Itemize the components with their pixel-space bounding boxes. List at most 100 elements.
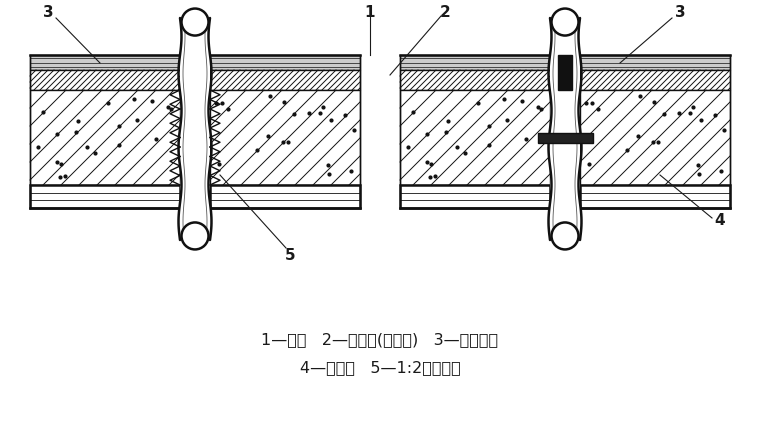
Bar <box>210 185 360 208</box>
Point <box>81 143 93 150</box>
Point <box>442 117 454 124</box>
Bar <box>180 18 210 240</box>
Bar <box>580 55 730 70</box>
Point <box>214 161 226 168</box>
Point <box>483 142 496 149</box>
Point <box>584 161 596 168</box>
Point <box>402 143 414 150</box>
Point <box>407 109 420 116</box>
Point <box>635 92 647 99</box>
Point <box>339 112 351 119</box>
Point <box>90 150 102 157</box>
Point <box>648 98 660 105</box>
Bar <box>168 90 180 185</box>
Point <box>37 109 49 116</box>
Circle shape <box>552 223 578 250</box>
Point <box>145 97 157 104</box>
Point <box>323 170 335 177</box>
Point <box>632 132 644 139</box>
Point <box>621 146 633 153</box>
Point <box>585 100 597 107</box>
Point <box>325 116 337 123</box>
Point <box>288 110 300 117</box>
Bar <box>400 70 550 90</box>
Point <box>717 127 730 134</box>
Point <box>535 106 547 113</box>
Point <box>498 95 510 102</box>
Bar <box>580 185 730 208</box>
Bar <box>550 18 580 240</box>
Point <box>264 92 277 99</box>
Point <box>515 97 527 104</box>
Point <box>483 123 495 130</box>
Bar <box>400 55 550 70</box>
Bar <box>30 55 180 70</box>
Bar <box>210 55 360 70</box>
Point <box>673 110 686 116</box>
Circle shape <box>552 9 578 36</box>
Point <box>103 100 115 107</box>
Point <box>459 150 471 157</box>
Bar <box>210 90 360 185</box>
Point <box>55 160 67 167</box>
Point <box>652 139 664 146</box>
Point <box>693 170 705 177</box>
Point <box>32 143 44 150</box>
Text: 3: 3 <box>675 5 686 20</box>
Point <box>131 116 144 123</box>
Point <box>162 104 174 110</box>
Point <box>473 100 485 107</box>
Point <box>303 110 315 116</box>
Point <box>715 168 727 175</box>
Bar <box>580 70 730 90</box>
Point <box>165 106 177 113</box>
Point <box>658 110 670 117</box>
Point <box>709 112 721 119</box>
Bar <box>580 90 730 185</box>
Circle shape <box>182 223 208 250</box>
Point <box>51 158 63 165</box>
Point <box>520 135 532 142</box>
Point <box>592 106 604 113</box>
Point <box>451 143 464 150</box>
Point <box>222 106 234 113</box>
Point <box>440 129 452 136</box>
Point <box>210 100 222 107</box>
Point <box>71 117 84 124</box>
Point <box>261 132 274 139</box>
Point <box>687 104 699 111</box>
Point <box>113 142 125 149</box>
Point <box>532 104 544 110</box>
Point <box>429 172 441 179</box>
Bar <box>400 185 550 208</box>
Bar <box>210 70 360 90</box>
Point <box>59 172 71 179</box>
Point <box>345 168 357 175</box>
Point <box>683 110 695 116</box>
Bar <box>558 55 572 90</box>
Point <box>580 100 592 107</box>
Point <box>317 104 329 111</box>
Point <box>282 139 294 146</box>
Point <box>424 174 436 181</box>
Point <box>51 131 63 137</box>
Point <box>277 139 290 146</box>
Text: 3: 3 <box>43 5 53 20</box>
Point <box>128 95 140 102</box>
Point <box>648 139 660 146</box>
Point <box>251 146 263 153</box>
Point <box>425 160 437 167</box>
Text: 5: 5 <box>285 247 296 262</box>
Text: 1: 1 <box>365 5 375 20</box>
Point <box>55 174 67 181</box>
Point <box>502 116 514 123</box>
Point <box>421 158 433 165</box>
Text: 4—止水带   5—1:2水泥砂浆: 4—止水带 5—1:2水泥砂浆 <box>299 360 461 375</box>
Bar <box>400 90 550 185</box>
Point <box>150 135 163 142</box>
Bar <box>30 90 180 185</box>
Point <box>70 129 82 136</box>
Point <box>695 116 707 123</box>
Bar <box>30 70 180 90</box>
Point <box>421 131 433 137</box>
